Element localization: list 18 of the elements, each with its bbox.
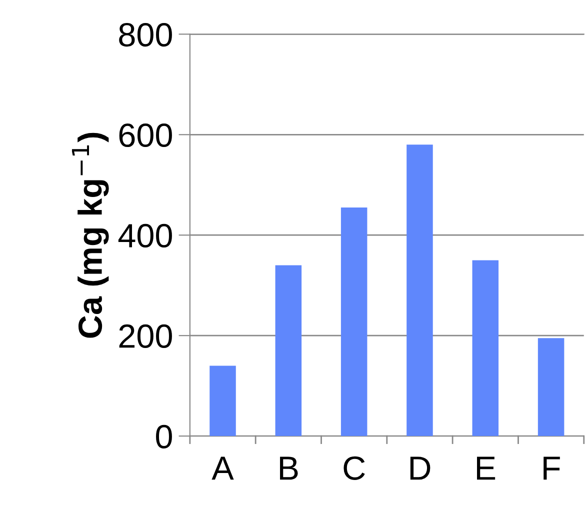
x-tick-label: E [477, 456, 496, 480]
y-axis-title: Ca (mg kg$^{−1}$) [72, 132, 109, 338]
bar [275, 265, 302, 436]
x-tick-label: B [280, 456, 298, 480]
x-tick-label: A [212, 456, 234, 480]
y-tick-label: 0 [156, 424, 172, 448]
x-tick-label: C [344, 456, 365, 480]
bar [406, 144, 433, 436]
y-tick-label: 200 [119, 324, 172, 348]
x-tick-label: D [410, 456, 430, 480]
y-tick-label: 400 [118, 224, 172, 248]
bar [538, 338, 564, 436]
bar [472, 260, 499, 436]
y-tick-label: 800 [119, 22, 172, 47]
y-tick-label: 600 [119, 123, 172, 148]
x-tick-label: F [544, 456, 560, 480]
bar [210, 366, 236, 436]
bar [340, 207, 368, 436]
